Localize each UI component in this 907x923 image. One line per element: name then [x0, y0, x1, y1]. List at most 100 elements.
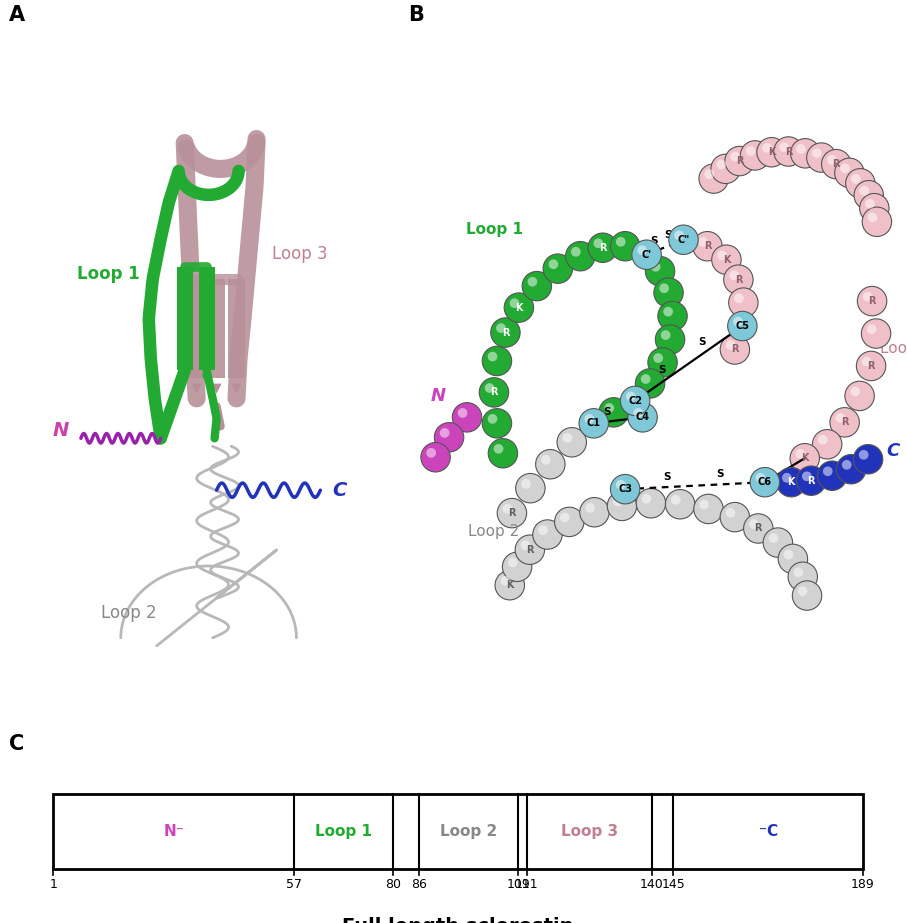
Circle shape [632, 240, 661, 270]
Circle shape [538, 525, 548, 535]
Circle shape [863, 207, 892, 236]
Text: K: K [506, 581, 513, 590]
Text: K: K [768, 148, 775, 157]
Text: 80: 80 [385, 879, 402, 892]
Text: 1: 1 [49, 879, 57, 892]
Text: C: C [332, 481, 346, 499]
Text: 86: 86 [412, 879, 427, 892]
Circle shape [835, 414, 845, 423]
Text: B: B [408, 5, 424, 25]
Text: Loop 1: Loop 1 [77, 265, 141, 282]
Circle shape [588, 233, 618, 262]
Circle shape [628, 402, 658, 432]
Text: K: K [515, 303, 522, 313]
Circle shape [654, 278, 683, 307]
Text: S: S [698, 337, 707, 347]
Text: R: R [736, 156, 744, 166]
Text: R: R [833, 159, 840, 169]
Circle shape [663, 306, 673, 317]
Text: R: R [867, 361, 875, 371]
Circle shape [860, 194, 889, 223]
Circle shape [725, 147, 755, 175]
Circle shape [488, 352, 497, 362]
Circle shape [740, 140, 770, 170]
Text: R: R [735, 275, 742, 284]
Text: R: R [490, 388, 498, 398]
Circle shape [726, 341, 736, 350]
Text: Loop 1: Loop 1 [316, 824, 373, 839]
Text: R: R [868, 296, 876, 306]
Circle shape [750, 467, 779, 497]
Circle shape [536, 450, 565, 479]
Text: Loop 2: Loop 2 [440, 824, 497, 839]
Circle shape [648, 348, 678, 378]
Circle shape [636, 368, 665, 398]
Circle shape [779, 142, 789, 152]
Circle shape [491, 318, 520, 347]
Circle shape [521, 541, 531, 550]
Circle shape [508, 557, 518, 568]
Circle shape [566, 242, 595, 271]
Circle shape [532, 520, 562, 549]
Circle shape [599, 398, 629, 427]
Circle shape [638, 246, 647, 255]
Circle shape [859, 450, 869, 460]
Circle shape [868, 212, 877, 222]
FancyBboxPatch shape [199, 267, 215, 370]
Text: Loop 2: Loop 2 [468, 523, 520, 538]
Circle shape [756, 473, 766, 483]
Circle shape [440, 428, 450, 438]
Circle shape [584, 414, 594, 424]
Circle shape [651, 262, 660, 271]
Circle shape [712, 245, 741, 274]
Text: S: S [650, 236, 658, 246]
Circle shape [528, 277, 537, 286]
Circle shape [671, 495, 680, 505]
Text: 140: 140 [640, 879, 664, 892]
Circle shape [812, 149, 822, 158]
Circle shape [827, 155, 836, 164]
Circle shape [604, 403, 614, 413]
Text: N: N [431, 387, 445, 405]
Circle shape [793, 581, 822, 610]
Circle shape [717, 160, 727, 169]
Text: 145: 145 [661, 879, 686, 892]
Circle shape [711, 154, 740, 184]
Circle shape [483, 346, 512, 376]
Circle shape [516, 473, 545, 503]
Circle shape [788, 562, 817, 592]
Text: 109: 109 [506, 879, 531, 892]
Circle shape [778, 545, 807, 573]
Circle shape [776, 467, 806, 497]
Circle shape [495, 570, 524, 600]
Circle shape [840, 163, 850, 174]
Circle shape [791, 138, 820, 168]
Text: C5: C5 [736, 321, 749, 331]
Text: 57: 57 [287, 879, 302, 892]
Circle shape [659, 283, 669, 294]
Circle shape [796, 466, 826, 496]
Text: C1: C1 [587, 418, 600, 428]
Circle shape [653, 354, 663, 363]
Circle shape [641, 494, 651, 504]
Text: R: R [841, 417, 848, 427]
Text: Loop 3: Loop 3 [880, 342, 907, 356]
Circle shape [763, 528, 793, 557]
Circle shape [806, 143, 836, 173]
Text: R: R [807, 475, 815, 485]
Circle shape [784, 549, 794, 559]
Circle shape [854, 181, 883, 210]
FancyBboxPatch shape [188, 279, 205, 378]
Text: C: C [9, 734, 24, 754]
Text: 111: 111 [515, 879, 539, 892]
Text: K: K [787, 477, 795, 487]
Circle shape [726, 508, 736, 518]
Circle shape [554, 507, 584, 536]
Text: C6: C6 [758, 477, 772, 487]
Circle shape [493, 444, 503, 454]
Text: R: R [502, 328, 509, 338]
Text: Loop 3: Loop 3 [272, 245, 328, 263]
Circle shape [620, 386, 649, 415]
Circle shape [502, 552, 532, 581]
Text: C4: C4 [636, 413, 649, 423]
